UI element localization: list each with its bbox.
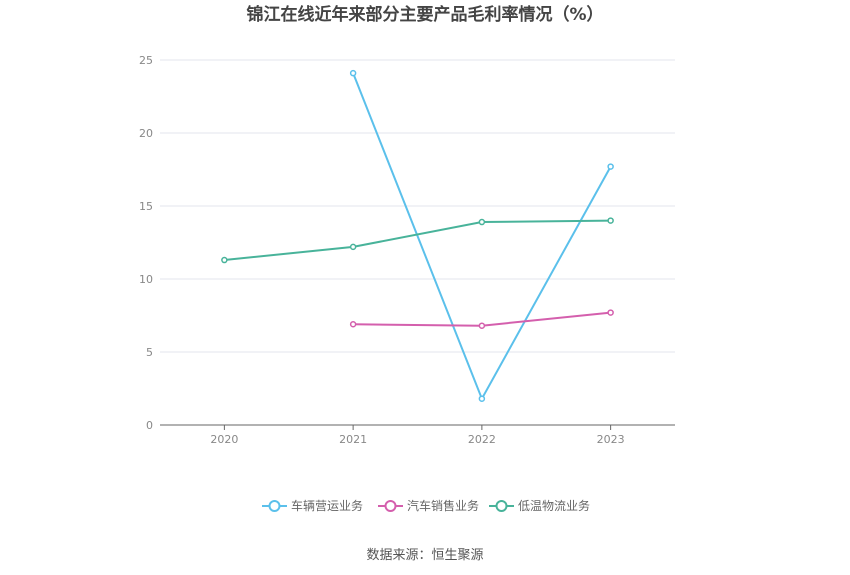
x-tick-label: 2020 bbox=[210, 433, 238, 446]
data-point[interactable] bbox=[607, 217, 614, 224]
legend-item[interactable]: 车辆营运业务 bbox=[262, 498, 363, 513]
x-tick-label: 2022 bbox=[468, 433, 496, 446]
series-group bbox=[221, 69, 614, 402]
y-tick-label: 5 bbox=[146, 346, 153, 359]
y-tick-label: 20 bbox=[139, 127, 153, 140]
x-tick-label: 2021 bbox=[339, 433, 367, 446]
y-tick-label: 25 bbox=[139, 54, 153, 67]
legend-label: 车辆营运业务 bbox=[291, 498, 363, 513]
legend-item[interactable]: 低温物流业务 bbox=[489, 498, 590, 513]
y-tick-label: 10 bbox=[139, 273, 153, 286]
legend[interactable]: 车辆营运业务 汽车销售业务 低温物流业务 bbox=[262, 498, 590, 513]
data-point[interactable] bbox=[478, 322, 486, 329]
data-point[interactable] bbox=[349, 243, 357, 251]
data-point[interactable] bbox=[478, 395, 486, 402]
data-point[interactable] bbox=[349, 321, 357, 328]
data-point[interactable] bbox=[478, 218, 486, 226]
series bbox=[349, 309, 614, 329]
series-line bbox=[352, 72, 612, 402]
legend-marker bbox=[268, 500, 281, 512]
y-tick-label: 15 bbox=[139, 200, 153, 213]
data-point[interactable] bbox=[607, 309, 614, 316]
x-tick-label: 2023 bbox=[597, 433, 625, 446]
x-axis: 2020 2021 2022 2023 bbox=[160, 424, 675, 446]
data-point[interactable] bbox=[221, 256, 228, 264]
legend-marker bbox=[495, 500, 508, 512]
grid-lines bbox=[160, 59, 675, 353]
y-tick-label: 0 bbox=[146, 419, 153, 432]
series bbox=[349, 69, 614, 402]
source-note: 数据来源：恒生聚源 bbox=[366, 548, 483, 563]
series-line bbox=[224, 219, 611, 262]
data-point[interactable] bbox=[349, 69, 357, 77]
data-point[interactable] bbox=[607, 163, 614, 170]
legend-label: 汽车销售业务 bbox=[407, 498, 479, 513]
y-axis: 0 5 10 15 20 25 bbox=[139, 54, 153, 432]
legend-label: 低温物流业务 bbox=[518, 498, 590, 513]
legend-item[interactable]: 汽车销售业务 bbox=[378, 498, 479, 513]
legend-marker bbox=[384, 500, 397, 512]
chart-title: 锦江在线近年来部分主要产品毛利率情况（%） bbox=[246, 4, 603, 25]
series bbox=[221, 217, 614, 264]
